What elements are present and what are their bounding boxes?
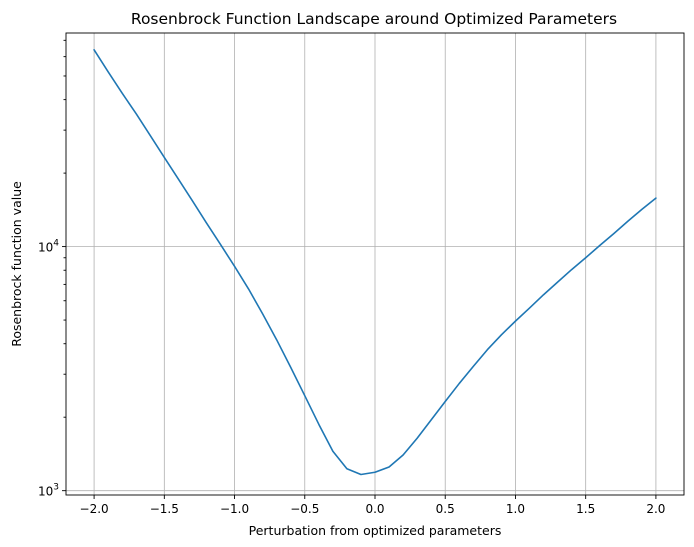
- y-tick-label-base: 10: [38, 241, 53, 255]
- x-tick-label: −1.0: [220, 502, 249, 516]
- x-tick-label: −1.5: [150, 502, 179, 516]
- y-tick-label: 104: [38, 239, 59, 255]
- y-tick-label-exponent: 3: [53, 483, 59, 493]
- x-tick-label: 1.5: [576, 502, 595, 516]
- x-tick-label: −2.0: [80, 502, 109, 516]
- x-tick-label: 1.0: [506, 502, 525, 516]
- y-axis-label: Rosenbrock function value: [9, 181, 24, 347]
- grid: [66, 33, 684, 495]
- y-tick-label-base: 10: [38, 485, 53, 499]
- x-tick-label: 0.0: [365, 502, 384, 516]
- series-line: [93, 49, 657, 476]
- x-tick-label: −0.5: [290, 502, 319, 516]
- series-layer: [93, 49, 657, 476]
- y-tick-label: 103: [38, 483, 59, 499]
- x-tick-label: 0.5: [436, 502, 455, 516]
- chart-title: Rosenbrock Function Landscape around Opt…: [131, 10, 617, 28]
- x-axis-label: Perturbation from optimized parameters: [249, 523, 502, 538]
- y-tick-label-exponent: 4: [53, 239, 59, 249]
- x-tick-label: 2.0: [646, 502, 665, 516]
